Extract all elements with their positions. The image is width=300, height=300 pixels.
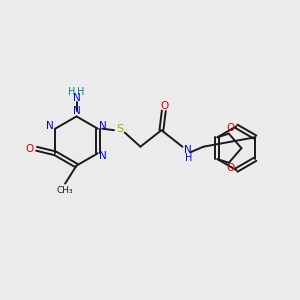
Text: H: H (185, 153, 192, 163)
Text: O: O (226, 123, 235, 133)
Text: N: N (46, 121, 54, 131)
Text: O: O (26, 144, 34, 154)
Text: O: O (160, 100, 169, 111)
Text: S: S (116, 124, 123, 134)
Text: CH₃: CH₃ (56, 186, 73, 195)
Text: N: N (99, 151, 107, 161)
Text: N: N (73, 93, 80, 103)
Text: H: H (68, 87, 76, 98)
Text: N: N (99, 121, 107, 131)
Text: N: N (184, 145, 192, 155)
Text: H: H (77, 87, 85, 98)
Text: O: O (226, 163, 235, 173)
Text: N: N (73, 106, 80, 116)
